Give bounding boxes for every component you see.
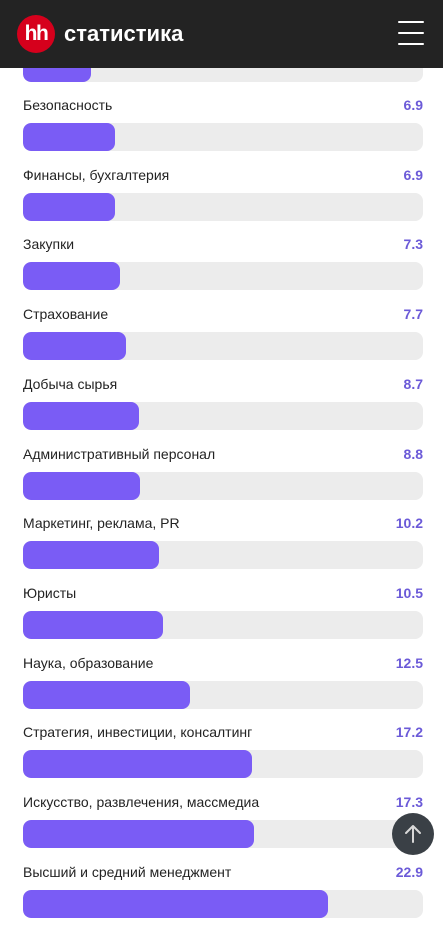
bar-track	[23, 820, 423, 848]
bar-track	[23, 750, 423, 779]
row-label: Юристы	[23, 584, 77, 601]
stat-row: Высший и средний менеджмент 22.9	[0, 863, 443, 933]
bar-fill	[23, 750, 253, 779]
hh-logo[interactable]: hh	[17, 15, 55, 53]
row-value: 8.8	[403, 445, 423, 462]
row-value: 17.3	[395, 794, 423, 810]
row-label: Наука, образование	[23, 654, 154, 671]
bar-track	[23, 123, 423, 151]
row-value: 6.9	[403, 166, 423, 183]
stat-row: Административный персонал 8.8	[0, 445, 443, 515]
hamburger-icon	[398, 21, 424, 23]
bar-track	[23, 262, 423, 291]
stat-row: Безопасность 6.9	[0, 96, 443, 166]
row-label: Безопасность	[23, 97, 113, 113]
row-value: 10.5	[395, 584, 423, 601]
bar-track	[23, 471, 423, 500]
bar-track	[23, 332, 423, 361]
bar-fill	[23, 889, 329, 918]
row-value: 7.3	[403, 236, 423, 253]
row-label: Искусство, развлечения, массмедиа	[23, 794, 260, 810]
bar-track	[23, 610, 423, 639]
page-title: статистика	[64, 21, 184, 46]
row-value: 8.7	[403, 375, 423, 392]
bar-fill	[23, 262, 121, 291]
bar-fill	[23, 471, 141, 500]
stat-row: Закупки 7.3	[0, 235, 443, 305]
stat-row: Маркетинг, реклама, PR 10.2	[0, 514, 443, 584]
stat-row: Страхование 7.7	[0, 305, 443, 375]
row-value: 22.9	[395, 863, 423, 880]
row-label: Маркетинг, реклама, PR	[23, 515, 180, 532]
bar-fill	[23, 610, 163, 639]
stat-row: Стратегия, инвестиции, консалтинг 17.2	[0, 723, 443, 793]
bar-fill	[23, 332, 126, 361]
stat-row: Добыча сырья 8.7	[0, 375, 443, 445]
bar-fill	[23, 680, 190, 709]
row-value: 10.2	[395, 515, 423, 532]
row-label: Закупки	[23, 236, 75, 253]
bar-fill	[23, 820, 254, 848]
app-header: hh статистика	[0, 0, 443, 68]
stat-row: Юристы 10.5	[0, 584, 443, 654]
hamburger-menu-button[interactable]	[396, 18, 426, 48]
bar-fill	[23, 541, 159, 570]
row-label: Финансы, бухгалтерия	[23, 166, 170, 183]
bar-fill	[23, 123, 115, 151]
bar-track	[23, 889, 423, 918]
row-label: Добыча сырья	[23, 375, 118, 392]
bar-track	[23, 401, 423, 430]
bar-track	[23, 192, 423, 221]
row-label: Стратегия, инвестиции, консалтинг	[23, 724, 253, 741]
row-value: 7.7	[403, 306, 423, 323]
row-label: Административный персонал	[23, 445, 216, 462]
row-value: 12.5	[395, 654, 423, 671]
row-label: Страхование	[23, 306, 109, 323]
stat-row: Наука, образование 12.5	[0, 654, 443, 724]
bar-track	[23, 541, 423, 570]
row-label: Высший и средний менеджмент	[23, 863, 232, 880]
stat-row: Финансы, бухгалтерия 6.9	[0, 166, 443, 236]
scroll-to-top-button[interactable]	[392, 813, 434, 855]
arrow-up-icon	[405, 825, 421, 843]
row-value: 17.2	[395, 724, 423, 741]
bar-fill	[23, 401, 139, 430]
row-value: 6.9	[403, 97, 423, 113]
stat-row: Искусство, развлечения, массмедиа 17.3	[0, 793, 443, 863]
bar-track	[23, 680, 423, 709]
bar-fill	[23, 192, 115, 221]
